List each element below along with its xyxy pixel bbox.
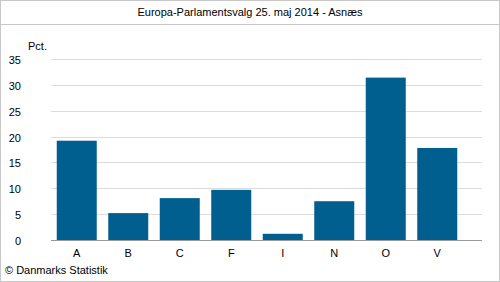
x-tick-label: C — [176, 247, 184, 259]
title: Europa-Parlamentsvalg 25. maj 2014 - Asn… — [137, 6, 363, 18]
bar — [160, 198, 200, 240]
chart-svg: Europa-Parlamentsvalg 25. maj 2014 - Asn… — [0, 0, 500, 282]
bar — [417, 148, 457, 240]
bar — [366, 78, 406, 240]
grid-line — [51, 85, 482, 86]
x-tick-label: O — [381, 247, 390, 259]
x-tick-label: I — [281, 247, 284, 259]
bar — [57, 141, 97, 240]
grid-line — [51, 111, 482, 112]
y-tick-label: 35 — [9, 54, 21, 66]
bar — [314, 201, 354, 240]
y-tick-label: 5 — [15, 209, 21, 221]
y-tick-label: 20 — [9, 132, 21, 144]
grid-line — [51, 240, 482, 241]
x-tick-label: B — [125, 247, 132, 259]
bars — [57, 78, 458, 240]
bar — [108, 213, 148, 240]
title-separator — [0, 24, 500, 25]
x-tick-label: N — [330, 247, 338, 259]
grid-line — [51, 59, 482, 60]
y-tick-label: 10 — [9, 183, 21, 195]
y-tick-label: 15 — [9, 157, 21, 169]
x-tick-label: A — [73, 247, 81, 259]
y-tick-label: 25 — [9, 106, 21, 118]
x-tick-label: V — [434, 247, 442, 259]
source: © Danmarks Statistik — [5, 264, 108, 276]
x-tick-label: F — [228, 247, 235, 259]
frame — [1, 1, 500, 282]
y-tick-label: 30 — [9, 80, 21, 92]
y-tick-label: 0 — [15, 235, 21, 247]
chart-container: Europa-Parlamentsvalg 25. maj 2014 - Asn… — [0, 0, 500, 282]
grid-line — [51, 137, 482, 138]
bar — [263, 234, 303, 240]
y-axis-label: Pct. — [28, 40, 47, 52]
bar — [211, 190, 251, 240]
